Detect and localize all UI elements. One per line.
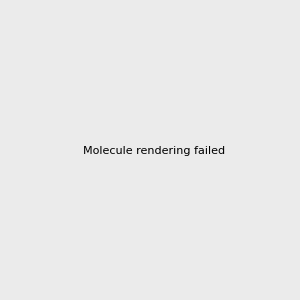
Text: Molecule rendering failed: Molecule rendering failed <box>83 146 225 157</box>
